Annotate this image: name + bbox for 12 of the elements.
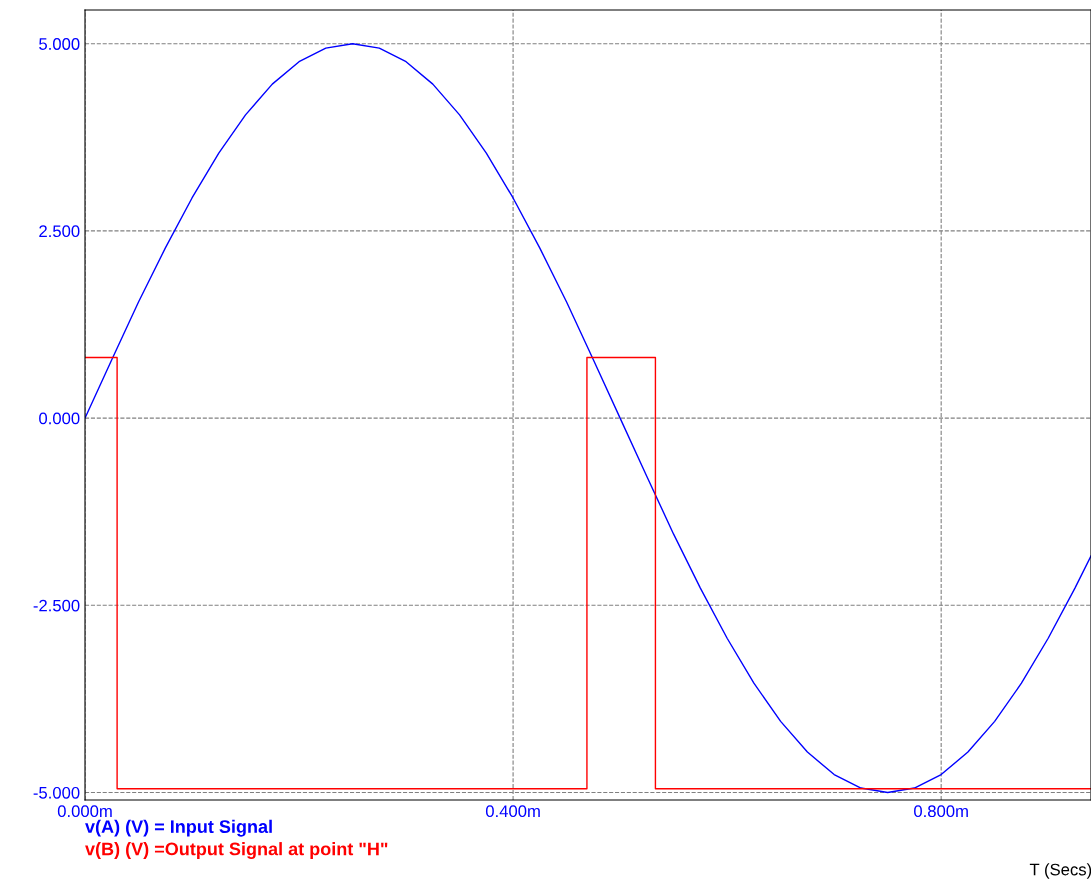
x-tick-label: 0.400m: [485, 805, 540, 818]
text: v(B) (V) =Output Signal at point "H": [85, 842, 388, 859]
x-axis-title: T (Secs): [1029, 863, 1091, 879]
y-tick-label: -2.500: [33, 599, 80, 612]
y-tick-label: 5.000: [39, 38, 80, 50]
x-tick-label: 0.800m: [914, 805, 968, 818]
line-series: [85, 43, 1091, 794]
y-tick-label: 0.000: [39, 412, 80, 425]
y-tick-label: 2.500: [39, 225, 80, 238]
y-tick-label: -5.000: [33, 786, 80, 799]
x-tick-label: 0.000m: [57, 805, 112, 818]
text: v(A) (V) = Input Signal: [85, 819, 272, 837]
